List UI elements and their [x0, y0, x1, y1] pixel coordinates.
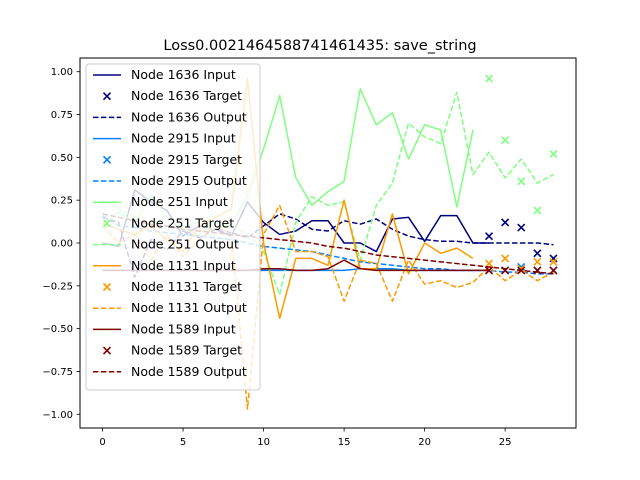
chart-title: Loss0.0021464588741461435: save_string	[163, 38, 476, 54]
y-tick-label: 0.25	[51, 196, 73, 207]
legend-label-node-251-input: Node 251 Input	[131, 194, 228, 209]
node-1589-target-point	[484, 266, 494, 275]
node-1636-target-markers	[484, 218, 558, 263]
legend-label-node-1131-input: Node 1131 Input	[131, 258, 236, 273]
legend-swatch-node-1131-target	[102, 282, 112, 292]
node-251-target-point	[501, 136, 510, 145]
node-251-target-markers	[484, 74, 558, 215]
legend-swatch-node-1589-target	[102, 346, 112, 355]
legend-label-node-1589-output: Node 1589 Output	[131, 364, 247, 379]
node-1589-target-point	[533, 266, 542, 275]
legend-label-node-2915-input: Node 2915 Input	[131, 131, 236, 146]
node-1636-target-point	[517, 223, 526, 232]
node-1589-target-point	[549, 266, 558, 275]
legend-label-node-1589-target: Node 1589 Target	[131, 343, 242, 358]
legend-label-node-1131-target: Node 1131 Target	[131, 279, 242, 294]
axis-layer: 0 5 10 15 20 25 −1.00 −0.75 −0.50 −0.25 0.00 0.25 0.…	[42, 67, 511, 448]
node-251-output-line	[102, 91, 554, 296]
y-tick-label: −1.00	[42, 410, 73, 421]
legend-label-node-1636-target: Node 1636 Target	[131, 88, 242, 103]
node-1636-target-point	[533, 249, 542, 258]
y-tick-label: 0.75	[51, 110, 73, 121]
node-1131-target-point	[484, 259, 494, 268]
legend: Node 1636 Input Node 1636 Target Node 1636…	[85, 63, 261, 391]
node-1131-target-point	[501, 254, 510, 263]
node-1636-target-point	[549, 254, 558, 263]
legend-swatch-node-251-target	[102, 219, 112, 228]
y-tick-label: −0.25	[42, 281, 73, 292]
y-tick-label: 1.00	[51, 67, 73, 78]
node-1131-target-markers	[484, 254, 558, 273]
node-1131-target-point	[533, 257, 542, 266]
node-1636-target-point	[484, 232, 494, 241]
x-tick-label: 0	[99, 437, 105, 448]
x-tick-label: 15	[338, 437, 351, 448]
legend-box	[85, 63, 261, 391]
legend-label-node-1589-input: Node 1589 Input	[131, 321, 236, 336]
y-tick-label: −0.50	[42, 324, 73, 335]
legend-label-node-2915-target: Node 2915 Target	[131, 152, 242, 167]
y-tick-label: −0.75	[42, 367, 73, 378]
node-1636-target-point	[501, 218, 510, 227]
node-1131-target-point	[549, 257, 558, 266]
legend-label-node-1636-input: Node 1636 Input	[131, 67, 236, 82]
node-251-target-point	[549, 149, 558, 158]
node-251-target-point	[533, 206, 542, 215]
legend-label-node-251-output: Node 251 Output	[131, 237, 239, 252]
node-251-target-point	[484, 74, 494, 83]
x-tick-label: 20	[418, 437, 431, 448]
node-2915-target-point	[517, 262, 526, 272]
x-tick-label: 5	[180, 437, 186, 448]
legend-label-node-251-target: Node 251 Target	[131, 215, 234, 230]
legend-swatch-node-1636-target	[102, 92, 112, 101]
y-tick-label: 0.00	[51, 239, 73, 250]
x-tick-label: 25	[499, 437, 512, 448]
x-tick-label: 10	[257, 437, 270, 448]
legend-label-node-1131-output: Node 1131 Output	[131, 300, 247, 315]
y-tick-label: 0.50	[51, 153, 73, 164]
node-251-target-point	[517, 177, 526, 186]
legend-label-node-2915-output: Node 2915 Output	[131, 173, 247, 188]
legend-label-node-1636-output: Node 1636 Output	[131, 109, 247, 124]
legend-swatch-node-2915-target	[102, 155, 112, 164]
